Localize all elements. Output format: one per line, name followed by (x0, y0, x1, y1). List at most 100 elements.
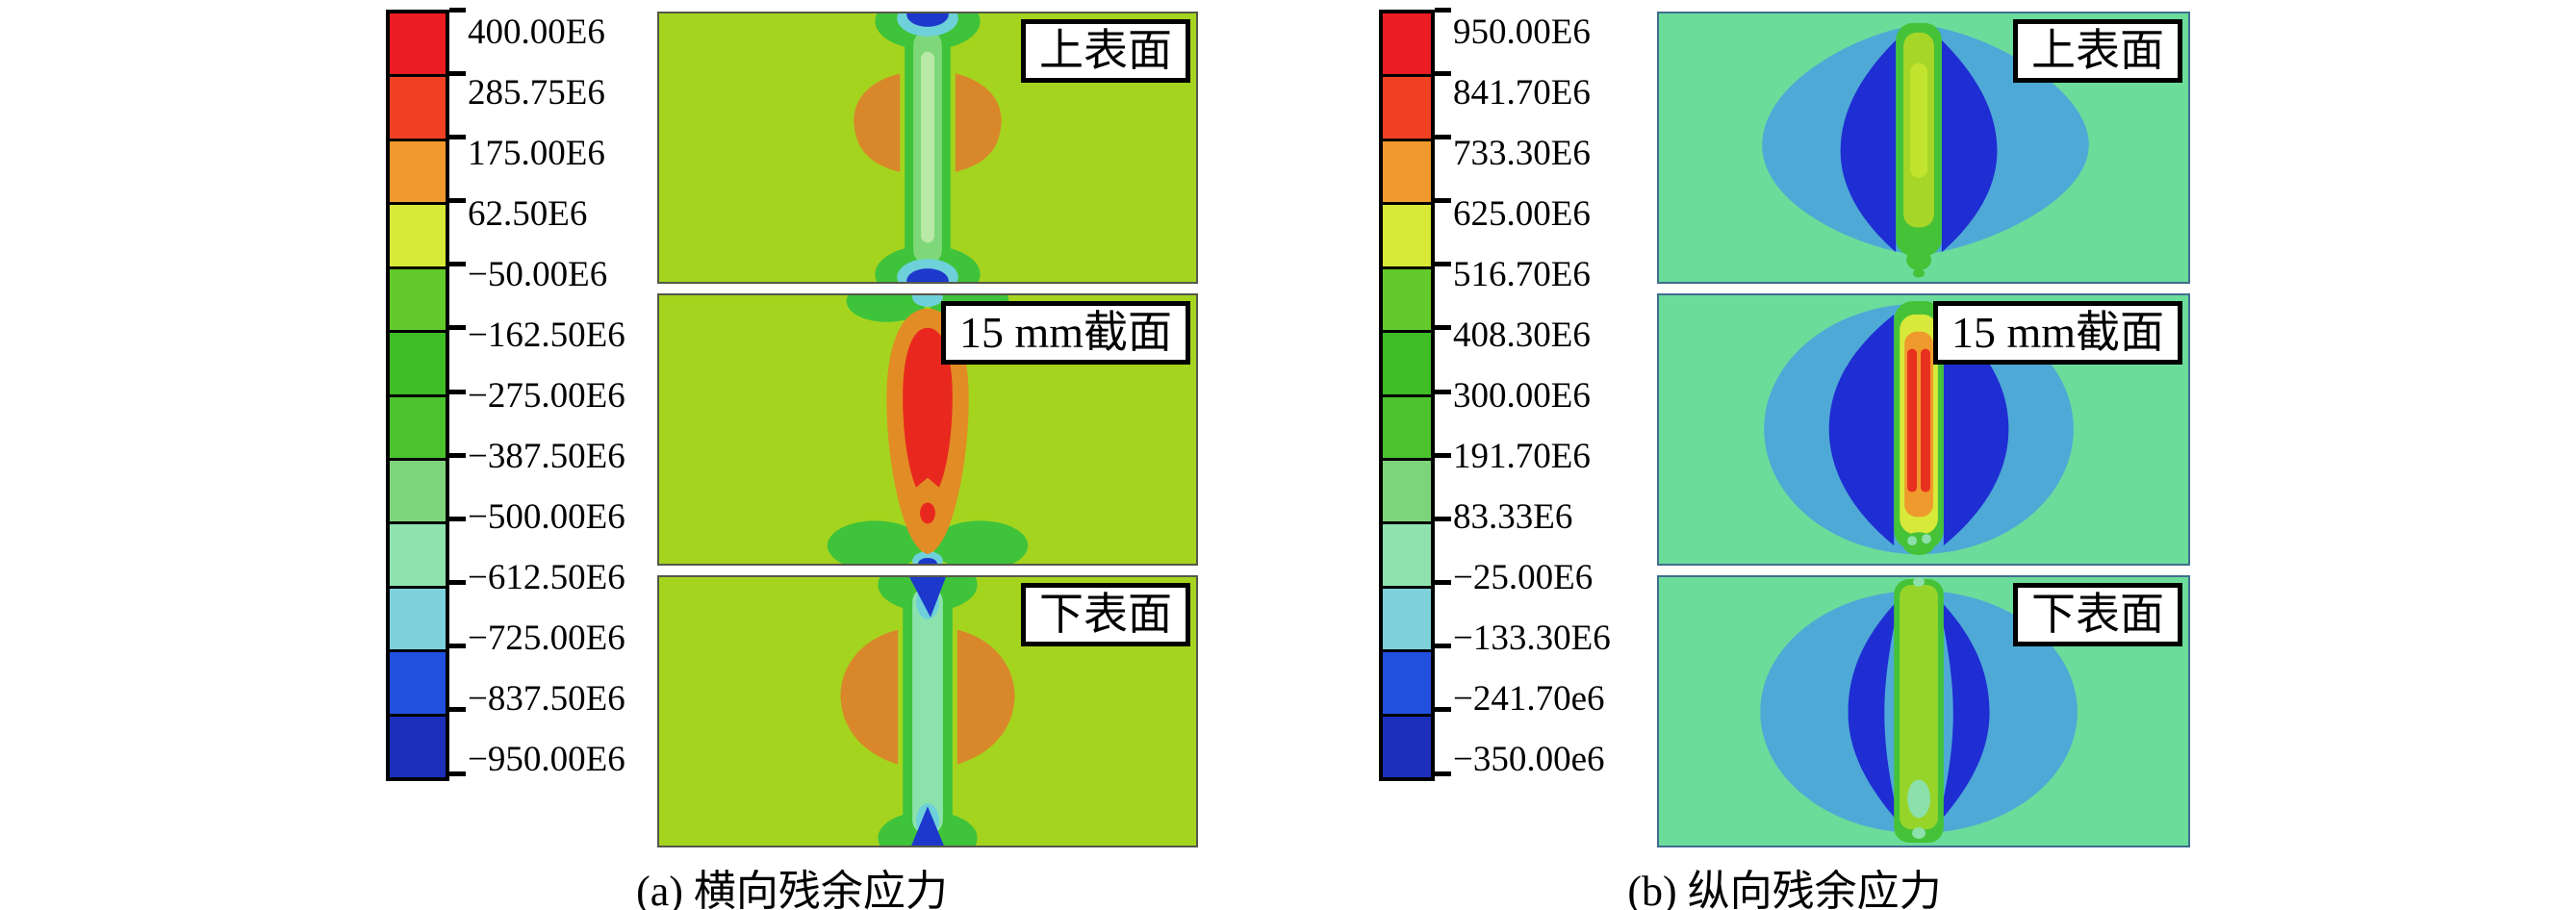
contour-plot-b-mid-section: 15 mm截面 (1657, 293, 2190, 566)
plot-label-a-mid-section: 15 mm截面 (940, 301, 1190, 366)
colorbar-block (1383, 74, 1431, 139)
colorbar-block (1383, 138, 1431, 203)
plot-label-b-top-surface: 上表面 (2013, 19, 2182, 84)
colorbar-tick-label: 400.00E6 (468, 13, 605, 52)
colorbar-tick-label: 191.70E6 (1453, 437, 1591, 476)
colorbar-block (1383, 265, 1431, 331)
panel-b-caption: (b) 纵向残余应力 (1627, 868, 1942, 910)
colorbar-block (1383, 393, 1431, 458)
colorbar-block (390, 138, 446, 203)
colorbar-tick-label: 83.33E6 (1453, 497, 1573, 537)
colorbar-tick-label: 841.70E6 (1453, 73, 1591, 113)
colorbar-tick-label: 516.70E6 (1453, 255, 1591, 294)
colorbar-tick-label: 62.50E6 (468, 194, 588, 234)
colorbar-b (1379, 10, 1435, 781)
darkblue-crescent-left (1848, 597, 1900, 824)
darkblue-lens-left (1840, 39, 1897, 253)
colorbar-tick (449, 516, 466, 521)
colorbar-tick (1435, 134, 1451, 139)
green-cap-bottom (1902, 532, 1935, 556)
colorbar-tick-label: 175.00E6 (468, 134, 605, 173)
colorbar-block (390, 202, 446, 266)
colorbar-tick-label: 408.30E6 (1453, 316, 1591, 355)
darkblue-lens-left (1828, 314, 1895, 546)
mint-speck-left (1907, 536, 1918, 546)
weld-band-core (921, 51, 934, 243)
blue-spot-top (906, 13, 949, 27)
colorbar-b-blocks (1383, 13, 1431, 778)
plot-label-b-mid-section: 15 mm截面 (1932, 301, 2182, 366)
blue-tip-bottom (911, 806, 944, 846)
colorbar-tick (1435, 580, 1451, 586)
colorbar-tick (449, 198, 466, 203)
colorbar-tick-label: 285.75E6 (468, 73, 605, 113)
colorbar-tick (449, 325, 466, 331)
colorbar-tick (1435, 707, 1451, 713)
cyan-spot-top (912, 295, 943, 307)
weld-strip-tail (1906, 249, 1931, 271)
colorbar-tick (1435, 452, 1451, 458)
colorbar-block (1383, 521, 1431, 586)
blue-spot-bottom (918, 558, 937, 564)
colorbar-tick (449, 7, 466, 13)
colorbar-tick-label: 950.00E6 (1453, 13, 1591, 52)
mint-dot-top (1913, 577, 1925, 587)
colorbar-block (390, 393, 446, 458)
weld-band-mint-core (912, 586, 943, 836)
colorbar-tick (449, 134, 466, 139)
colorbar-tick (1435, 7, 1451, 13)
colorbar-tick-label: −350.00e6 (1453, 740, 1605, 779)
colorbar-block (390, 330, 446, 394)
colorbar-block (390, 713, 446, 778)
colorbar-tick (449, 262, 466, 267)
colorbar-block (1383, 585, 1431, 650)
colorbar-block (390, 521, 446, 586)
colorbar-block (1383, 13, 1431, 75)
colorbar-block (390, 265, 446, 331)
contour-plot-a-top-surface: 上表面 (657, 12, 1198, 284)
colorbar-block (390, 74, 446, 139)
colorbar-labels-b: 950.00E6 841.70E6 733.30E6 625.00E6 516.70E6… (1453, 10, 1679, 781)
blue-spot-bottom (906, 268, 949, 282)
orange-lobe-right (955, 73, 1002, 172)
colorbar-block (390, 585, 446, 650)
darkblue-lens-right (1943, 314, 2009, 546)
colorbar-tick-label: −387.50E6 (468, 437, 625, 476)
darkblue-lens-right (1941, 39, 1998, 253)
colorbar-tick (1435, 771, 1451, 776)
colorbar-tick (1435, 516, 1451, 521)
contour-plot-a-mid-section: 15 mm截面 (657, 293, 1198, 566)
orange-lobe-left (840, 629, 899, 765)
colorbar-tick (449, 707, 466, 713)
contour-plot-b-top-surface: 上表面 (1657, 12, 2190, 284)
colorbar-tick (1435, 389, 1451, 394)
colorbar-tick (449, 771, 466, 776)
mint-dot-bottom (1912, 827, 1926, 840)
colorbar-a-blocks (390, 13, 446, 778)
colorbar-block (390, 13, 446, 75)
colorbar-tick-label: −612.50E6 (468, 558, 625, 597)
colorbar-block (1383, 457, 1431, 522)
colorbar-tick (1435, 325, 1451, 331)
colorbar-tick-label: −950.00E6 (468, 740, 625, 779)
plot-label-a-top-surface: 上表面 (1021, 19, 1190, 84)
green-patch-bottom-left (827, 520, 924, 564)
colorbar-ticks-b (1435, 7, 1451, 781)
colorbar-tick (449, 452, 466, 458)
red-spot (920, 502, 935, 524)
colorbar-block (390, 649, 446, 714)
colorbar-tick-label: −275.00E6 (468, 376, 625, 416)
colorbar-tick-label: −25.00E6 (1453, 558, 1594, 597)
red-tensile-core (903, 327, 953, 488)
green-patch-top-left (846, 295, 927, 322)
green-patch-bottom-right (931, 520, 1029, 564)
colorbar-tick (449, 580, 466, 586)
contour-plot-b-bottom-surface: 下表面 (1657, 575, 2190, 847)
colorbar-tick-label: −133.30E6 (1453, 619, 1611, 658)
orange-lobe-left (854, 73, 901, 172)
colorbar-block (390, 457, 446, 522)
colorbar-tick-label: −725.00E6 (468, 619, 625, 658)
colorbar-tick (1435, 70, 1451, 76)
colorbar-tick-label: −837.50E6 (468, 679, 625, 719)
